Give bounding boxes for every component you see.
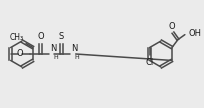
Text: O: O: [37, 32, 44, 41]
Text: N: N: [71, 44, 77, 52]
Text: CH₃: CH₃: [10, 33, 24, 42]
Text: S: S: [59, 32, 64, 41]
Text: O: O: [169, 22, 175, 31]
Text: Cl: Cl: [145, 58, 154, 68]
Text: O: O: [16, 49, 23, 59]
Text: OH: OH: [188, 29, 201, 38]
Text: N: N: [50, 44, 56, 52]
Text: H: H: [74, 55, 79, 60]
Text: H: H: [53, 55, 58, 60]
